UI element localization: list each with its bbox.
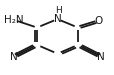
Text: N: N [97,52,104,62]
Text: O: O [93,16,102,26]
Text: H₂N: H₂N [4,15,23,25]
Text: N: N [53,14,61,24]
Text: N: N [10,52,17,62]
Text: H: H [54,6,61,15]
